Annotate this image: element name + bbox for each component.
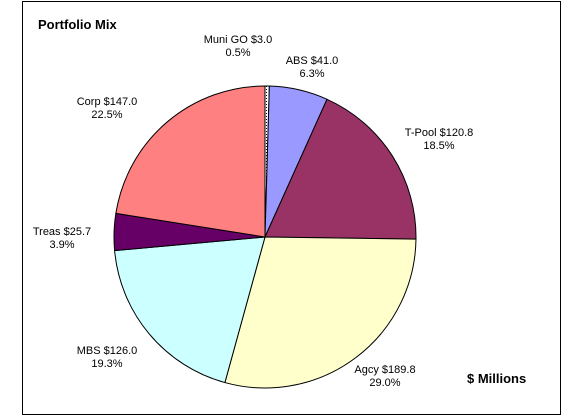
- slice-value-label: Corp $147.0: [77, 96, 138, 108]
- slice-percent-label: 19.3%: [91, 358, 122, 370]
- slice-value-label: Treas $25.7: [33, 226, 91, 238]
- slice-value-label: T-Pool $120.8: [405, 127, 474, 139]
- slice-labels: Muni GO $3.00.5% ABS $41.06.3% T-Pool $120…: [33, 34, 473, 389]
- pie-slices: [113, 85, 417, 389]
- chart-title: Portfolio Mix: [38, 17, 117, 32]
- pie-slice-corp: [115, 85, 266, 238]
- slice-percent-label: 6.3%: [299, 68, 324, 80]
- slice-value-label: MBS $126.0: [77, 345, 138, 357]
- units-label: $ Millions: [467, 371, 526, 386]
- chart-area: Portfolio Mix $ Millions Muni GO $3.0 0.5…: [22, 1, 561, 415]
- pie-slice-t-pool: [264, 98, 417, 240]
- slice-percent-label: 29.0%: [369, 377, 400, 389]
- slice-value-label: Agcy $189.8: [354, 364, 415, 376]
- slice-percent-label: 3.9%: [49, 239, 74, 251]
- chart-svg: Portfolio Mix $ Millions Muni GO $3.00.5…: [33, 17, 526, 389]
- slice-percent-label: 18.5%: [423, 140, 454, 152]
- slice-value-label: Muni GO $3.0: [204, 34, 272, 46]
- slice-percent-label: 22.5%: [91, 109, 122, 121]
- slice-value-label: ABS $41.0: [286, 55, 339, 67]
- pie-slice-agcy: [224, 236, 417, 389]
- pie-slice-mbs: [114, 236, 266, 384]
- slice-percent-label: 0.5%: [225, 47, 250, 59]
